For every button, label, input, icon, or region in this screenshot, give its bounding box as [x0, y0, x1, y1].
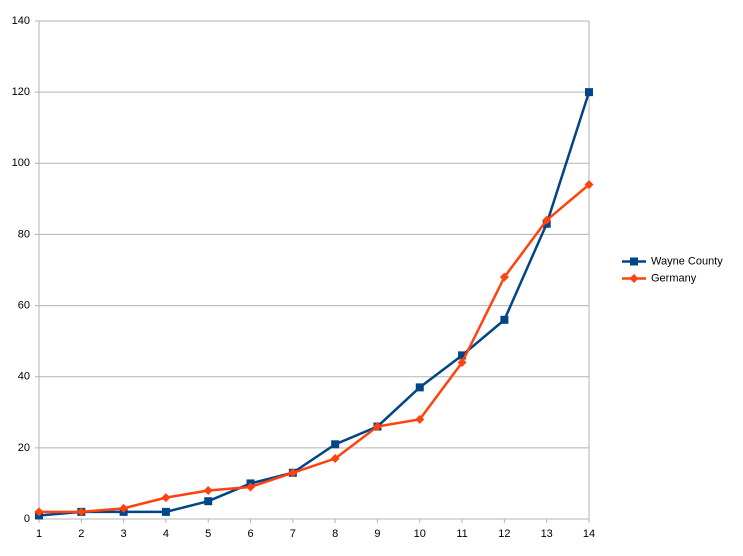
x-tick-label: 3 [121, 528, 127, 540]
x-tick-label: 13 [541, 528, 553, 540]
y-tick-label: 0 [24, 513, 30, 525]
marker [415, 414, 425, 424]
marker [458, 351, 467, 360]
marker [76, 507, 86, 517]
marker [331, 440, 340, 449]
marker [500, 315, 509, 324]
marker [542, 215, 552, 225]
marker [629, 274, 639, 283]
marker [119, 503, 129, 513]
x-tick-label: 2 [78, 528, 84, 540]
x-tick-label: 12 [498, 528, 510, 540]
marker [584, 180, 594, 190]
y-tick-label: 60 [18, 299, 30, 311]
marker [585, 88, 593, 97]
marker [630, 257, 638, 266]
series-line [38, 91, 591, 517]
marker [288, 468, 298, 478]
x-tick-label: 10 [414, 528, 426, 540]
marker [203, 486, 213, 496]
marker [330, 454, 340, 464]
marker [161, 493, 171, 503]
marker [372, 422, 382, 432]
marker [457, 357, 467, 367]
x-tick-label: 14 [583, 528, 595, 540]
y-tick-label: 80 [18, 228, 30, 240]
series-line [39, 183, 590, 514]
x-tick-label: 1 [36, 528, 42, 540]
marker [161, 507, 170, 516]
x-tick-label: 11 [456, 528, 467, 540]
marker [34, 507, 44, 517]
y-tick-label: 140 [12, 15, 30, 27]
x-tick-label: 7 [290, 528, 296, 540]
x-tick-label: 4 [163, 528, 169, 540]
marker [204, 497, 213, 506]
legend-label: Germany [651, 272, 697, 284]
x-tick-label: 8 [332, 528, 338, 540]
x-tick-label: 6 [247, 528, 253, 540]
x-tick-label: 5 [205, 528, 211, 540]
y-tick-label: 20 [18, 442, 30, 454]
y-tick-label: 100 [12, 157, 30, 169]
marker [499, 272, 509, 282]
marker [246, 482, 256, 492]
y-tick-label: 40 [18, 371, 30, 383]
legend-label: Wayne County [651, 255, 723, 267]
marker [415, 383, 424, 392]
y-tick-label: 120 [12, 86, 30, 98]
x-tick-label: 9 [374, 528, 380, 540]
